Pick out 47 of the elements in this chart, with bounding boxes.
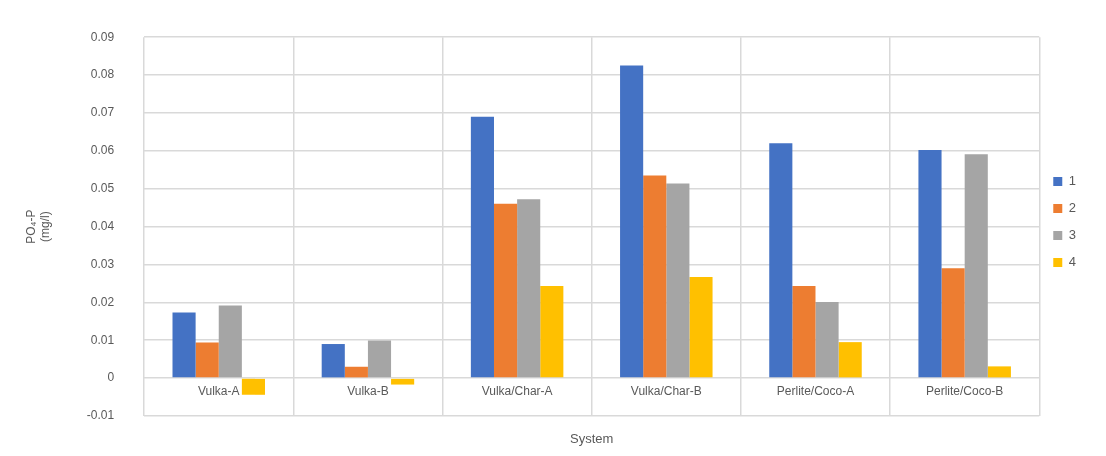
bar [815,301,839,378]
bar [321,344,345,378]
bar [218,305,242,378]
y-tick-label: 0.02 [90,294,115,309]
legend-label: 3 [1068,227,1076,243]
x-tick-label: Vulka-B [347,383,389,398]
bar [689,276,713,378]
legend-label: 1 [1068,173,1076,189]
x-tick-label: Vulka/Char-A [481,383,553,398]
bar [195,342,219,378]
y-tick-label: -0.01 [86,408,115,423]
y-tick-label: 0.04 [90,218,115,233]
bar [666,183,690,378]
y-tick-label: 0.06 [90,143,115,158]
x-tick-label: Perlite/Coco-A [776,383,855,398]
bar [172,312,196,378]
bar [838,342,862,378]
bar [941,268,965,378]
x-tick-label: Perlite/Coco-B [925,383,1004,398]
bar [493,203,518,378]
bar [517,199,541,378]
bar [540,286,564,378]
x-tick-label: Vulka-A [197,383,240,398]
bar [769,143,793,378]
x-axis-title: System [570,431,614,447]
bar [918,150,942,378]
y-tick-label: 0 [107,370,115,385]
y-tick-label: 0.09 [90,29,115,44]
bar [470,116,494,378]
y-tick-label: 0.03 [90,256,115,271]
y-tick-label: 0.07 [90,105,115,120]
legend-label: 4 [1068,254,1076,270]
bar [792,286,816,378]
bar [643,175,667,378]
bar [964,154,988,378]
y-tick-label: 0.08 [90,67,115,82]
bar [367,340,392,378]
y-tick-label: 0.01 [90,332,115,347]
y-tick-label: 0.05 [90,181,115,196]
bar [391,378,415,385]
y-axis-title: PO₄-P (mg/l) [23,209,52,244]
bar [241,378,265,395]
x-tick-label: Vulka/Char-B [630,383,702,398]
bar [620,65,644,378]
bar [344,366,368,378]
bar [987,366,1011,378]
legend-label: 2 [1068,200,1076,216]
